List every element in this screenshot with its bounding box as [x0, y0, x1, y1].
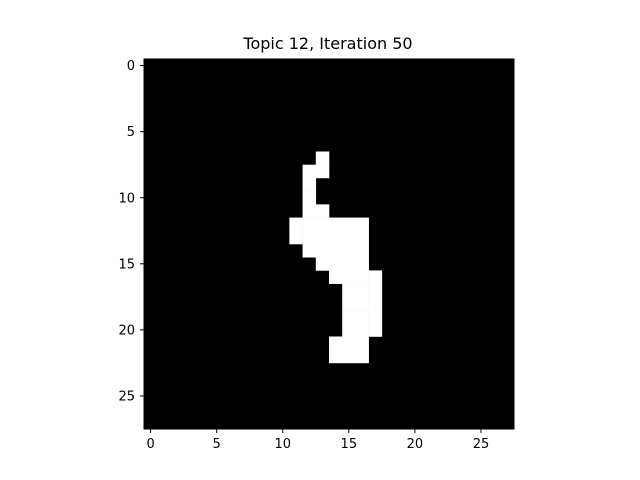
x-axis: 0 5 10 15 20 25: [146, 429, 489, 452]
heatmap-cell: [329, 349, 343, 364]
heatmap-cell: [315, 204, 330, 218]
heatmap-cell: [302, 244, 317, 258]
x-tick-label: 10: [274, 437, 291, 452]
heatmap-cell: [302, 204, 317, 218]
heatmap-cell: [355, 244, 369, 258]
heatmap-cell: [342, 244, 356, 258]
y-tick-label: 15: [118, 257, 135, 272]
heatmap-cell: [302, 230, 317, 245]
heatmap-cell: [355, 270, 369, 284]
chart-title: Topic 12, Iteration 50: [242, 34, 412, 53]
heatmap-cell: [302, 217, 317, 232]
heatmap-cell: [355, 230, 369, 245]
heatmap-cell: [315, 151, 330, 166]
heatmap-cell: [289, 230, 303, 245]
heatmap-cell: [342, 230, 356, 245]
heatmap-cell: [329, 230, 343, 245]
heatmap-cell: [342, 217, 356, 232]
heatmap-cell: [342, 323, 356, 337]
heatmap-cell: [329, 217, 343, 232]
heatmap-cell: [355, 310, 369, 324]
x-tick-label: 20: [407, 437, 424, 452]
heatmap-cell: [302, 191, 317, 205]
heatmap-cell: [355, 257, 369, 271]
heatmap-cell: [329, 244, 343, 258]
heatmap-cell: [329, 270, 343, 284]
heatmap-cell: [355, 349, 369, 364]
x-tick-label: 0: [146, 437, 154, 452]
heatmap-cell: [368, 323, 383, 337]
y-tick-label: 25: [118, 389, 135, 404]
heatmap-cell: [342, 336, 356, 351]
y-tick-label: 10: [118, 191, 135, 206]
heatmap-cell: [342, 310, 356, 324]
heatmap-cell: [342, 257, 356, 271]
heatmap-cell: [329, 257, 343, 271]
heatmap-cell: [355, 296, 369, 311]
heatmap-cell: [315, 244, 330, 258]
heatmap-cell: [315, 257, 330, 271]
heatmap-cell: [342, 349, 356, 364]
pixel-layer: [289, 151, 383, 364]
heatmap-cell: [289, 217, 303, 232]
image-frame: [143, 58, 515, 430]
heatmap-cell: [355, 217, 369, 232]
heatmap-cell: [302, 177, 317, 192]
heatmap-cell: [342, 283, 356, 298]
heatmap-cell: [315, 164, 330, 179]
heatmap-cell: [355, 323, 369, 337]
heatmap-cell: [355, 336, 369, 351]
heatmap-cell: [342, 296, 356, 311]
heatmap-cell: [315, 230, 330, 245]
heatmap-cell: [315, 217, 330, 232]
heatmap-cell: [342, 270, 356, 284]
heatmap-cell: [329, 336, 343, 351]
y-tick-label: 5: [127, 125, 135, 140]
x-tick-label: 15: [341, 437, 358, 452]
y-tick-label: 0: [127, 59, 135, 74]
heatmap-cell: [368, 310, 383, 324]
plot-area: [143, 58, 515, 430]
heatmap-cell: [368, 296, 383, 311]
y-tick-label: 20: [118, 323, 135, 338]
x-tick-label: 25: [473, 437, 490, 452]
heatmap-cell: [368, 283, 383, 298]
x-tick-label: 5: [213, 437, 221, 452]
y-axis: 0 5 10 15 20 25: [118, 59, 144, 404]
heatmap-cell: [355, 283, 369, 298]
heatmap-cell: [302, 164, 317, 179]
heatmap-cell: [368, 270, 383, 284]
